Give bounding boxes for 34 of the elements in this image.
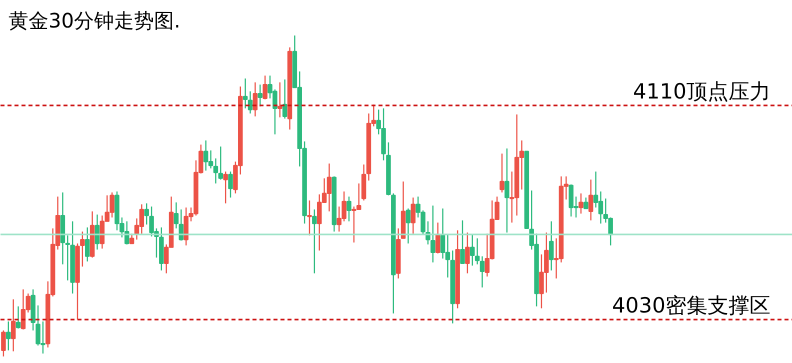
candlestick [460,220,465,264]
candlestick [258,84,263,108]
candlestick [588,178,594,221]
candlestick [312,208,317,274]
candlestick [277,82,282,118]
candlestick [10,298,16,352]
candlestick [218,146,224,180]
chart-title: 黄金30分钟走势图. [8,8,180,32]
candlestick [307,200,312,236]
candlestick [80,230,85,268]
candlestick [500,152,504,194]
candlestick [65,234,70,281]
candlestick [548,220,554,272]
candlestick [262,75,268,100]
candlestick [584,196,588,210]
candlestick [84,226,90,262]
candlestick [480,256,485,288]
candlestick [144,202,149,226]
ref-line-label: 4030密集支撑区 [612,294,771,318]
candlestick [406,208,411,244]
candlestick [410,196,416,234]
candlestick [16,306,21,330]
candlestick [213,158,218,184]
candlestick [430,204,436,263]
candlestick [465,232,470,274]
candlestick [578,192,584,214]
candlestick [223,170,228,204]
candlestick [174,202,179,229]
ref-line-label: 4110顶点压力 [633,79,771,104]
candlestick [6,320,11,351]
candlestick [504,148,510,234]
candlestick [228,170,233,198]
candlestick [346,196,352,222]
candlestick [1,330,6,358]
